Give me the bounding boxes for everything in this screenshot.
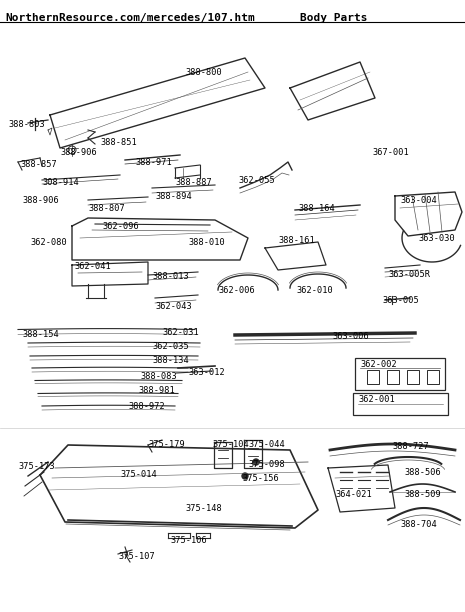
Text: 388-800: 388-800 [185, 68, 222, 77]
Bar [387, 370, 399, 384]
Text: 363-006: 363-006 [332, 332, 369, 341]
Text: 363-030: 363-030 [418, 234, 455, 243]
Circle shape [253, 459, 259, 465]
Text: 375-173: 375-173 [18, 462, 55, 471]
Text: 375-156: 375-156 [242, 474, 279, 483]
Text: 388-154: 388-154 [22, 330, 59, 339]
Text: 388-803: 388-803 [8, 120, 45, 129]
Text: 363-012: 363-012 [188, 368, 225, 377]
Text: 388-013: 388-013 [152, 272, 189, 281]
Text: 388-164: 388-164 [298, 204, 335, 213]
Text: 375-106: 375-106 [170, 536, 207, 545]
Bar [355, 358, 445, 390]
Text: Body Parts: Body Parts [300, 13, 367, 23]
Text: 363-004: 363-004 [400, 196, 437, 205]
Text: 362-096: 362-096 [102, 222, 139, 231]
Text: 388-972: 388-972 [128, 402, 165, 411]
Text: 363-005: 363-005 [382, 296, 419, 305]
Text: 362-006: 362-006 [218, 286, 255, 295]
Text: 362-010: 362-010 [296, 286, 333, 295]
Text: 308-914: 308-914 [42, 178, 79, 187]
Text: 388-971: 388-971 [135, 158, 172, 167]
Text: 388-134: 388-134 [152, 356, 189, 365]
Text: 362-080: 362-080 [30, 238, 67, 247]
Text: 362-041: 362-041 [74, 262, 111, 271]
Text: 362-043: 362-043 [155, 302, 192, 311]
Text: 375-148: 375-148 [185, 504, 222, 513]
Text: 363-005R: 363-005R [388, 270, 430, 279]
Text: 388-807: 388-807 [88, 204, 125, 213]
Text: 375-044: 375-044 [248, 440, 285, 449]
Text: 364-021: 364-021 [335, 490, 372, 499]
Text: 375-098: 375-098 [248, 460, 285, 469]
Text: 375-107: 375-107 [118, 552, 155, 561]
Text: 388-704: 388-704 [400, 520, 437, 529]
Text: 388-851: 388-851 [100, 138, 137, 147]
Text: 388-981: 388-981 [138, 386, 175, 395]
Text: NorthernResource.com/mercedes/107.htm: NorthernResource.com/mercedes/107.htm [5, 13, 255, 23]
Text: 375-104: 375-104 [212, 440, 249, 449]
Text: 388-506: 388-506 [404, 468, 441, 477]
Text: 388-894: 388-894 [155, 192, 192, 201]
Text: 388-887: 388-887 [175, 178, 212, 187]
Bar [407, 370, 419, 384]
Text: 362-002: 362-002 [360, 360, 397, 369]
Bar [427, 370, 439, 384]
Bar [367, 370, 379, 384]
Text: 362-001: 362-001 [358, 395, 395, 404]
Text: 388-857: 388-857 [20, 160, 57, 169]
Text: 362-035: 362-035 [152, 342, 189, 351]
Text: 375-179: 375-179 [148, 440, 185, 449]
Text: 367-001: 367-001 [372, 148, 409, 157]
Text: 388-161: 388-161 [278, 236, 315, 245]
Text: 388-906: 388-906 [60, 148, 97, 157]
Text: 362-031: 362-031 [162, 328, 199, 337]
Text: 375-014: 375-014 [120, 470, 157, 479]
Text: 388-083: 388-083 [140, 372, 177, 381]
Text: 388-727: 388-727 [392, 442, 429, 451]
Text: 388-010: 388-010 [188, 238, 225, 247]
Text: 388-906: 388-906 [22, 196, 59, 205]
Circle shape [242, 473, 248, 479]
Bar [353, 393, 448, 415]
Text: 362-055: 362-055 [238, 176, 275, 185]
Text: 388-509: 388-509 [404, 490, 441, 499]
